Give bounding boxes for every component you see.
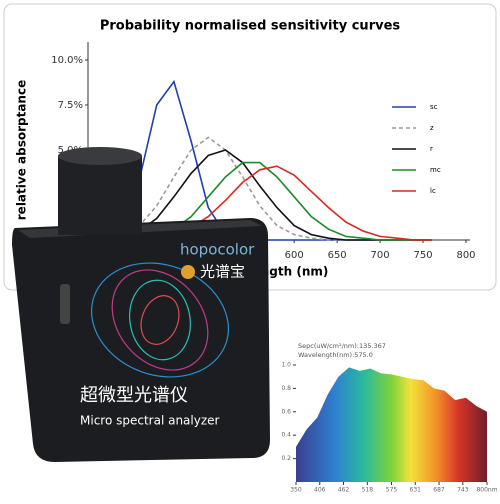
cylinder-top — [58, 147, 142, 165]
x-tick-label: 575 — [386, 487, 398, 494]
x-tick-label: 350 — [290, 487, 302, 494]
x-tick-label: 800 — [456, 250, 475, 261]
logo-icon — [181, 265, 195, 279]
logo-text: 光谱宝 — [200, 263, 245, 281]
x-tick-label: 687 — [433, 487, 445, 494]
device-body — [12, 218, 270, 462]
brand: hopocolor — [180, 241, 255, 259]
y-tick-label: 0.8 — [281, 385, 291, 392]
y-tick-label: 0.2 — [281, 455, 291, 462]
device: hopocolor 光谱宝 超微型光谱仪 Micro spectral anal… — [12, 147, 270, 462]
spectrum-inset: Sepc(uW/cm²/nm):135.367 Wavelength(nm):5… — [281, 338, 500, 500]
x-tick-label: 462 — [338, 487, 350, 494]
port — [60, 284, 70, 324]
legend-label: lc — [430, 187, 436, 195]
annotation: Wavelength(nm):575.0 — [298, 351, 373, 359]
spiral-art — [90, 262, 230, 378]
x-tick-label: 743 — [457, 487, 469, 494]
annotation: Sepc(uW/cm²/nm):135.367 — [298, 342, 386, 350]
x-tick-label: 750 — [413, 250, 432, 261]
y-axis-label: relative absorptance — [15, 80, 29, 220]
x-tick-label: 518 — [362, 487, 374, 494]
x-tick-label: 406 — [314, 487, 326, 494]
legend-label: sc — [430, 103, 438, 111]
x-tick-label: 600 — [285, 250, 304, 261]
y-tick-label: 7.5% — [58, 100, 83, 111]
y-tick-label: 10.0% — [51, 55, 83, 66]
y-tick-label: 0.4 — [281, 432, 291, 439]
y-tick-label: 0.6 — [281, 408, 291, 415]
device-title: 超微型光谱仪 — [80, 385, 188, 406]
x-tick-label: 700 — [371, 250, 390, 261]
legend-label: z — [430, 124, 434, 132]
x-tick-label: 631 — [410, 487, 422, 494]
legend-label: r — [430, 145, 433, 153]
x-tick-label: 650 — [328, 250, 347, 261]
legend-label: mc — [430, 166, 441, 174]
x-tick-label: 800nm — [476, 487, 497, 494]
y-tick-label: 1.0 — [281, 362, 291, 369]
chart-title: Probability normalised sensitivity curve… — [100, 19, 401, 34]
device-subtitle: Micro spectral analyzer — [80, 414, 220, 428]
area — [296, 367, 487, 482]
device-cylinder — [58, 155, 142, 235]
